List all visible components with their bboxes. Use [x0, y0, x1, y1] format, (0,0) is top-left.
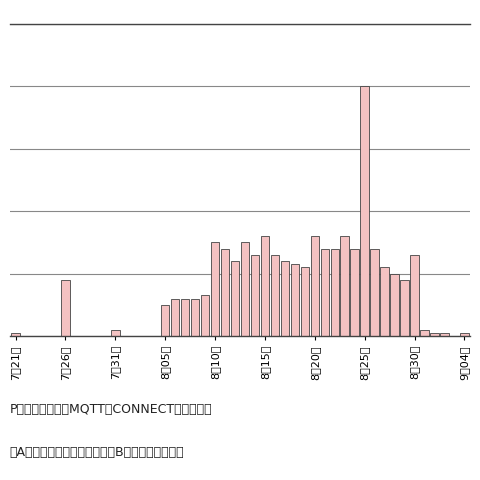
Bar	[12, 333, 20, 336]
Bar	[261, 236, 269, 336]
Bar	[300, 267, 309, 336]
Bar	[161, 305, 169, 336]
Bar	[231, 261, 239, 336]
Bar	[251, 255, 259, 336]
Bar	[350, 249, 359, 336]
Bar	[271, 255, 279, 336]
Bar	[340, 236, 349, 336]
Bar	[440, 333, 449, 336]
Bar	[360, 86, 369, 336]
Bar	[311, 236, 319, 336]
Bar	[371, 249, 379, 336]
Bar	[181, 299, 190, 336]
Bar	[241, 242, 249, 336]
Bar	[290, 264, 299, 336]
Bar	[331, 249, 339, 336]
Bar	[191, 299, 199, 336]
Bar	[430, 333, 439, 336]
Bar	[61, 280, 70, 336]
Bar	[400, 280, 409, 336]
Bar	[321, 249, 329, 336]
Bar	[380, 267, 389, 336]
Bar	[460, 333, 468, 336]
Bar	[211, 242, 219, 336]
Bar	[410, 255, 419, 336]
Bar	[390, 274, 399, 336]
Bar	[201, 295, 209, 336]
Bar	[111, 330, 120, 336]
Bar	[281, 261, 289, 336]
Bar	[171, 299, 180, 336]
Bar	[221, 249, 229, 336]
Text: 織A及びセキュリティ対策企業Bからのアクセスを: 織A及びセキュリティ対策企業Bからのアクセスを	[10, 446, 184, 459]
Text: Pポートに対するMQTTのCONNECTコマンドの: Pポートに対するMQTTのCONNECTコマンドの	[10, 403, 212, 416]
Bar	[420, 330, 429, 336]
